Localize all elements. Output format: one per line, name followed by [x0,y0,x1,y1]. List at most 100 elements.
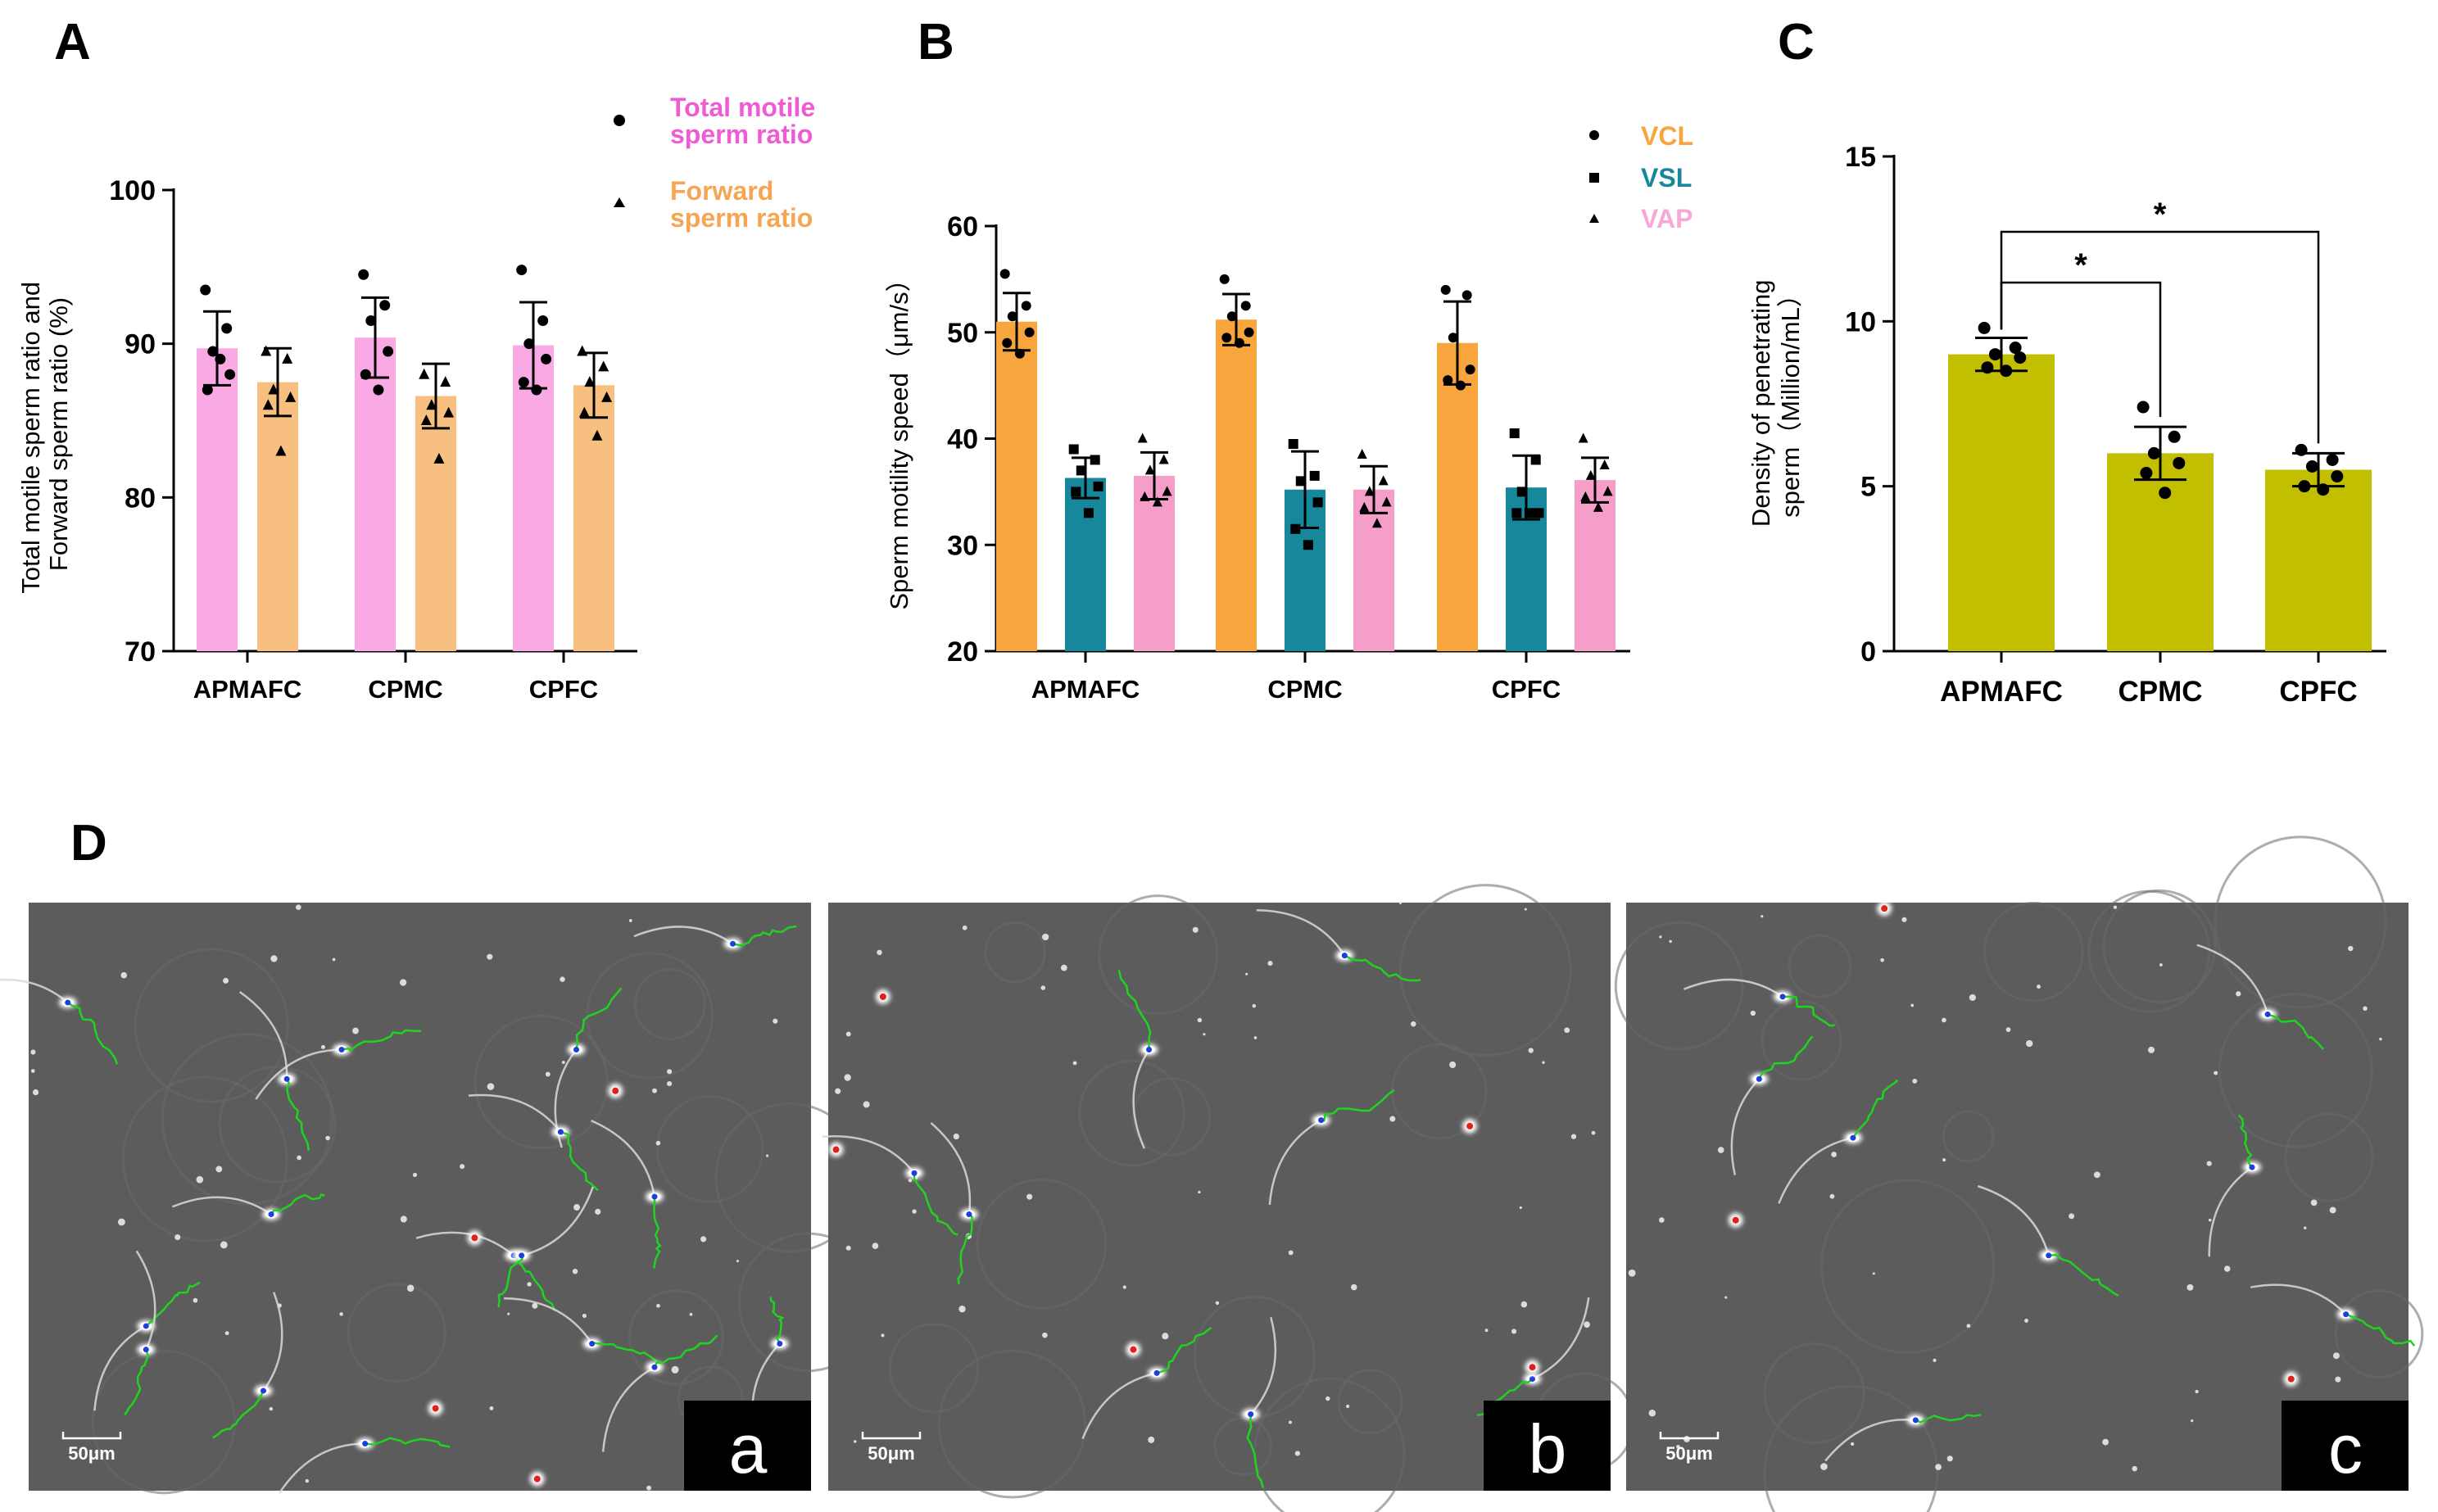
debris-speck [487,1083,495,1090]
motion-track [1915,1413,1982,1424]
legend-marker-vsl [1589,173,1599,183]
data-point [1534,508,1544,518]
debris-speck [2113,905,2118,909]
debris-speck [1449,1061,1457,1068]
micrograph-panel: 50μm a 50μm b 50μm c [0,835,2424,1512]
debris-speck [223,977,229,984]
debris-speck [532,1302,538,1309]
data-point [1221,333,1232,343]
scale-bar-label: 50μm [68,1443,116,1464]
debris-speck [1570,1134,1577,1139]
data-point [262,399,274,410]
background-texture [655,1095,764,1203]
y-axis-label-a: Total motile sperm ratio and Forward spe… [16,274,73,593]
debris-speck [196,1175,204,1184]
debris-speck [215,1166,223,1173]
sperm-tail [1081,1372,1158,1440]
tracked-point [1529,1376,1535,1383]
static-cell [533,1475,541,1483]
debris-speck [2206,1161,2212,1166]
motion-track [365,1437,451,1448]
legend-label-total-motile-line-2: sperm ratio [670,120,813,149]
background-texture [1983,901,2084,1003]
debris-speck [1351,1283,1357,1291]
data-point [1578,432,1588,443]
data-point [1240,301,1251,311]
data-point [516,265,528,276]
debris-speck [2348,945,2354,952]
debris-speck [1942,1017,1946,1023]
subpanel-label: a [729,1410,768,1487]
scale-bar-label: 50μm [868,1443,915,1464]
data-point [1162,486,1172,496]
debris-speck [1245,972,1248,976]
debris-speck [1252,1003,1257,1008]
data-point [383,346,394,357]
tracked-point [589,1341,596,1347]
debris-speck [1851,1442,1855,1446]
debris-speck [2303,1226,2307,1229]
debris-speck [1935,1464,1942,1471]
debris-speck [352,1027,359,1034]
tracked-point [362,1441,369,1447]
data-point [1978,321,1991,334]
debris-speck [1966,1324,1971,1329]
data-point [282,352,293,364]
bar [1948,354,2055,651]
debris-speck [953,1133,959,1140]
tracked-point [1153,1369,1160,1376]
debris-speck [1325,1396,1330,1401]
tracked-point [65,999,71,1006]
significance-label: * [2154,197,2167,233]
debris-speck [962,925,967,930]
debris-speck [1524,908,1527,911]
legend-label-vcl: VCL [1641,121,1693,151]
tracked-point [1850,1134,1856,1141]
data-point [1593,501,1603,512]
debris-speck [30,1069,35,1073]
data-point [584,376,596,387]
background-texture [2214,835,2387,1009]
motion-track [2048,1253,2119,1297]
data-point [1158,454,1169,464]
background-texture [586,952,714,1080]
debris-speck [1831,1152,1837,1157]
tracked-point [338,1047,345,1053]
debris-speck [193,1297,198,1303]
debris-speck [120,971,128,979]
debris-speck [561,1061,565,1064]
data-point [2331,470,2344,483]
tracked-point [261,1388,266,1394]
data-point [1371,518,1382,528]
data-point [1083,508,1094,518]
data-point [2137,401,2150,414]
debris-speck [1659,935,1662,939]
motion-track [1156,1326,1212,1374]
data-point [200,284,211,296]
data-point [1295,476,1306,487]
debris-speck [174,1234,181,1241]
data-point [1440,284,1451,295]
debris-speck [863,1101,870,1108]
tracked-point [143,1323,149,1329]
micrograph-background [29,903,811,1491]
debris-speck [400,1215,407,1223]
tracked-point [730,940,736,947]
debris-speck [339,1312,343,1316]
motion-track [124,1349,150,1416]
panel-letter-b: B [918,14,954,70]
debris-speck [489,1406,494,1410]
sperm-tail [238,990,288,1080]
debris-speck [582,1313,587,1319]
debris-speck [2379,1037,2382,1041]
data-point [379,300,391,311]
sperm-tail [2250,1283,2347,1315]
background-texture [1614,921,1744,1051]
bar [1134,475,1175,651]
debris-speck [1946,1455,1953,1462]
motion-track [341,1029,422,1052]
debris-speck [1969,994,1976,1002]
data-point [221,323,233,334]
chart-b: Sperm motility speed（μm/s） 20 30 40 50 60 APM… [885,121,1693,704]
